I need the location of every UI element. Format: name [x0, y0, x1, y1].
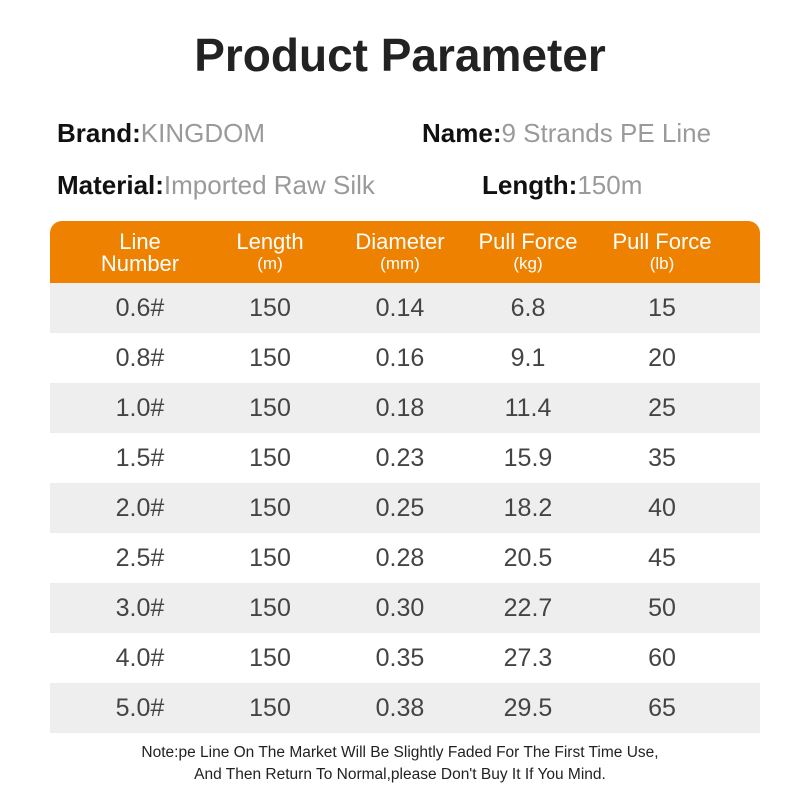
table-cell: 150 — [249, 343, 291, 372]
page-title: Product Parameter — [194, 29, 606, 81]
table-row: 2.0# 150 0.25 18.2 40 — [50, 483, 760, 533]
table-cell: 150 — [249, 643, 291, 672]
name-info: Name:9 Strands PE Line — [422, 118, 711, 149]
table-cell: 0.18 — [375, 393, 425, 422]
table-cell: 1.0# — [115, 393, 165, 422]
name-value: 9 Strands PE Line — [501, 118, 712, 148]
column-header: Pull Force (kg) — [458, 231, 598, 275]
table-cell: 0.6# — [115, 293, 165, 322]
column-name: Length — [236, 229, 304, 254]
parameter-table: Line Number Length (m) Diameter (mm) Pull Forc… — [50, 221, 760, 733]
table-cell: 2.0# — [115, 493, 165, 522]
table-cell: 150 — [249, 393, 291, 422]
table-cell: 40 — [648, 493, 676, 522]
brand-info: Brand:KINGDOM — [57, 118, 265, 149]
table-cell: 27.3 — [503, 643, 553, 672]
table-cell: 2.5# — [115, 543, 165, 572]
column-name: Line — [119, 229, 161, 254]
material-label: Material: — [57, 170, 164, 200]
table-cell: 150 — [249, 543, 291, 572]
column-name: Pull Force — [612, 229, 712, 254]
table-body: 0.6# 150 0.14 6.8 15 0.8# 150 0.16 9.1 20 1.0# 150 0… — [50, 283, 760, 733]
table-row: 0.6# 150 0.14 6.8 15 — [50, 283, 760, 333]
table-cell: 20 — [648, 343, 676, 372]
table-cell: 0.30 — [375, 593, 425, 622]
note-line-1: Note:pe Line On The Market Will Be Sligh… — [141, 744, 659, 761]
note: Note:pe Line On The Market Will Be Sligh… — [0, 742, 800, 786]
table-cell: 0.16 — [375, 343, 425, 372]
table-cell: 150 — [249, 443, 291, 472]
column-unit: (mm) — [380, 254, 420, 273]
table-cell: 150 — [249, 593, 291, 622]
table-row: 5.0# 150 0.38 29.5 65 — [50, 683, 760, 733]
brand-label: Brand: — [57, 118, 141, 148]
table-cell: 60 — [648, 643, 676, 672]
column-unit: (kg) — [513, 254, 543, 273]
table-cell: 0.35 — [375, 643, 425, 672]
table-cell: 0.38 — [375, 693, 425, 722]
table-cell: 15.9 — [503, 443, 553, 472]
table-cell: 4.0# — [115, 643, 165, 672]
table-cell: 45 — [648, 543, 676, 572]
table-cell: 11.4 — [504, 393, 552, 422]
table-cell: 0.14 — [375, 293, 425, 322]
table-cell: 65 — [648, 693, 676, 722]
column-unit: Number — [100, 251, 180, 276]
material-info: Material:Imported Raw Silk — [57, 170, 375, 201]
length-value: 150m — [577, 170, 643, 200]
table-cell: 9.1 — [510, 343, 546, 372]
column-name: Pull Force — [478, 229, 578, 254]
table-cell: 0.25 — [375, 493, 425, 522]
table-cell: 5.0# — [115, 693, 165, 722]
column-header: Pull Force (lb) — [592, 231, 732, 275]
table-cell: 15 — [648, 293, 676, 322]
table-cell: 0.28 — [375, 543, 425, 572]
table-cell: 150 — [249, 493, 291, 522]
table-cell: 22.7 — [503, 593, 553, 622]
table-cell: 25 — [648, 393, 676, 422]
table-cell: 20.5 — [503, 543, 553, 572]
table-cell: 29.5 — [503, 693, 553, 722]
column-name: Diameter — [355, 229, 445, 254]
table-cell: 35 — [648, 443, 676, 472]
length-info: Length:150m — [482, 170, 642, 201]
table-cell: 150 — [249, 693, 291, 722]
table-row: 1.0# 150 0.18 11.4 25 — [50, 383, 760, 433]
name-label: Name: — [422, 118, 502, 148]
column-unit: (lb) — [649, 254, 675, 273]
table-header: Line Number Length (m) Diameter (mm) Pull Forc… — [50, 221, 760, 283]
table-row: 0.8# 150 0.16 9.1 20 — [50, 333, 760, 383]
table-row: 1.5# 150 0.23 15.9 35 — [50, 433, 760, 483]
table-cell: 0.23 — [375, 443, 425, 472]
table-cell: 150 — [249, 293, 291, 322]
table-cell: 3.0# — [115, 593, 165, 622]
table-row: 3.0# 150 0.30 22.7 50 — [50, 583, 760, 633]
column-header: Diameter (mm) — [330, 231, 470, 275]
table-cell: 1.5# — [115, 443, 165, 472]
table-cell: 6.8 — [510, 293, 546, 322]
table-cell: 50 — [648, 593, 676, 622]
brand-value: KINGDOM — [140, 118, 266, 148]
material-value: Imported Raw Silk — [163, 170, 375, 200]
note-line-2: And Then Return To Normal,please Don't B… — [194, 766, 606, 783]
column-unit: (m) — [257, 254, 283, 273]
length-label: Length: — [482, 170, 578, 200]
column-header: Length (m) — [200, 231, 340, 275]
table-cell: 18.2 — [503, 493, 553, 522]
table-row: 4.0# 150 0.35 27.3 60 — [50, 633, 760, 683]
table-cell: 0.8# — [115, 343, 165, 372]
column-header: Line Number — [70, 231, 210, 275]
table-row: 2.5# 150 0.28 20.5 45 — [50, 533, 760, 583]
